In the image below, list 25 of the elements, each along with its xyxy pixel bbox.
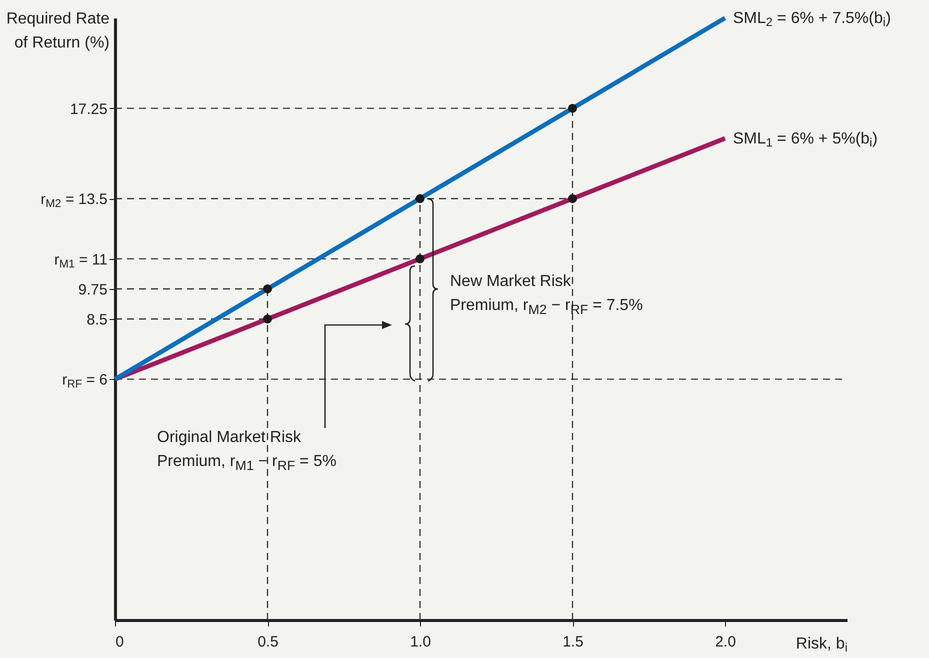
y-tick-label: 17.25 bbox=[70, 100, 108, 118]
line-series bbox=[112, 16, 728, 382]
x-tick-label: 2.0 bbox=[715, 634, 736, 650]
x-tick-label: 1.5 bbox=[562, 634, 584, 650]
y-tick-label: 8.5 bbox=[86, 312, 108, 328]
point bbox=[263, 284, 272, 294]
point bbox=[568, 104, 577, 113]
x-tick-label: 1.0 bbox=[410, 634, 431, 650]
annotation: Original Market Risk Premium, r$_{M1}$ − r$_{RF}$ = 5% bbox=[157, 428, 336, 476]
point bbox=[568, 194, 577, 204]
y-tick-label: r$_{RF}$ = 6 bbox=[62, 372, 108, 390]
line-series bbox=[112, 136, 728, 382]
x-tick-label: 0 bbox=[116, 634, 124, 650]
series-label: SML$_{1}$ = 6% + 5%(b$_{i}$) bbox=[733, 130, 878, 150]
y-tick-label: r$_{M1}$ = 11 bbox=[54, 251, 108, 270]
point bbox=[416, 194, 424, 204]
x-axis-title: Risk, b$_{i}$ bbox=[796, 636, 848, 654]
point bbox=[416, 254, 424, 264]
point bbox=[263, 314, 272, 324]
y-tick-label: r$_{M2}$ = 13.5 bbox=[40, 191, 108, 210]
x-tick-label: 0.5 bbox=[258, 634, 278, 650]
series-label: SML$_{2}$ = 6% + 7.5%(b$_{i}$) bbox=[733, 10, 891, 29]
y-axis-title: Required Rate of Return (%) bbox=[6, 10, 110, 52]
annotation: New Market Risk Premium, r$_{M2}$ − r$_{RF}$ = 7.5% bbox=[450, 272, 643, 320]
y-tick-label: 9.75 bbox=[78, 281, 108, 298]
